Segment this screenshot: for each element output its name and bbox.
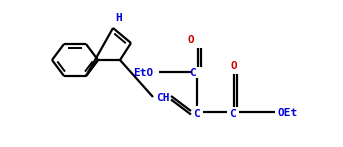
Text: EtO: EtO bbox=[133, 68, 153, 78]
Text: O: O bbox=[230, 61, 237, 71]
Text: H: H bbox=[115, 13, 122, 23]
Text: C: C bbox=[194, 109, 200, 119]
Text: C: C bbox=[229, 109, 236, 119]
Text: OEt: OEt bbox=[277, 108, 297, 118]
Text: CH: CH bbox=[156, 93, 169, 103]
Text: O: O bbox=[188, 35, 194, 45]
Text: C: C bbox=[189, 68, 196, 78]
